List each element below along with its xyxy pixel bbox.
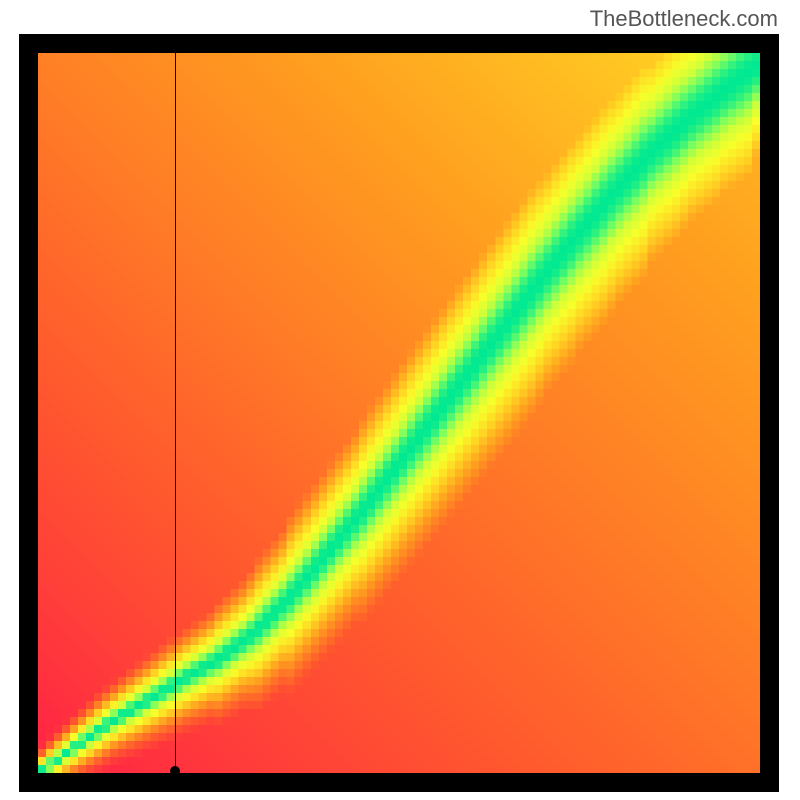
watermark-text: TheBottleneck.com [590,6,778,32]
crosshair-vertical-line [175,53,176,773]
plot-area [38,53,760,773]
crosshair-marker-dot [170,766,180,773]
chart-container: { "watermark": { "text": "TheBottleneck.… [0,0,800,800]
frame-border-bottom [19,773,779,792]
heatmap-canvas [38,53,760,773]
frame-border-right [760,34,779,792]
frame-border-top [19,34,779,53]
frame-border-left [19,34,38,792]
chart-frame [19,34,779,792]
